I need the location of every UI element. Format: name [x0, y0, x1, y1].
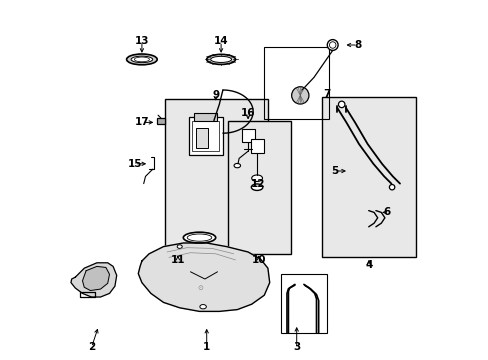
Ellipse shape	[251, 184, 263, 190]
Text: 15: 15	[127, 159, 142, 169]
Text: 14: 14	[213, 36, 228, 46]
Text: 2: 2	[88, 342, 95, 352]
Ellipse shape	[210, 57, 231, 63]
Text: 11: 11	[170, 255, 185, 265]
Text: 13: 13	[134, 36, 149, 46]
Text: 16: 16	[241, 108, 255, 118]
Bar	[157, 118, 165, 124]
Ellipse shape	[326, 40, 337, 50]
Ellipse shape	[251, 175, 262, 181]
Bar	[196, 128, 208, 148]
Text: 4: 4	[364, 260, 372, 270]
Ellipse shape	[388, 185, 394, 190]
Text: 9: 9	[212, 90, 219, 100]
Bar	[264, 47, 328, 119]
Ellipse shape	[291, 87, 308, 104]
Text: 10: 10	[251, 255, 265, 265]
Text: 6: 6	[382, 207, 389, 217]
Bar	[241, 129, 254, 142]
Bar	[228, 121, 291, 254]
Text: 3: 3	[292, 342, 300, 352]
Bar	[188, 117, 223, 155]
Bar	[194, 113, 217, 121]
Ellipse shape	[126, 54, 157, 65]
Polygon shape	[82, 266, 109, 291]
Text: 7: 7	[323, 89, 330, 99]
Text: 17: 17	[134, 117, 149, 127]
Bar	[280, 274, 326, 333]
Ellipse shape	[206, 54, 235, 64]
Polygon shape	[138, 243, 269, 311]
Bar	[250, 139, 263, 153]
Ellipse shape	[177, 245, 182, 248]
Text: $\odot$: $\odot$	[197, 284, 204, 292]
Polygon shape	[71, 263, 117, 297]
Bar	[321, 97, 415, 257]
Ellipse shape	[338, 101, 344, 108]
Ellipse shape	[183, 232, 215, 243]
Text: 12: 12	[250, 179, 264, 189]
Bar	[165, 99, 267, 247]
Text: 1: 1	[203, 342, 210, 352]
Ellipse shape	[131, 56, 152, 63]
Text: 5: 5	[330, 166, 337, 176]
Text: 8: 8	[353, 40, 361, 50]
Bar	[192, 121, 219, 151]
Ellipse shape	[200, 305, 206, 309]
Ellipse shape	[234, 163, 240, 168]
